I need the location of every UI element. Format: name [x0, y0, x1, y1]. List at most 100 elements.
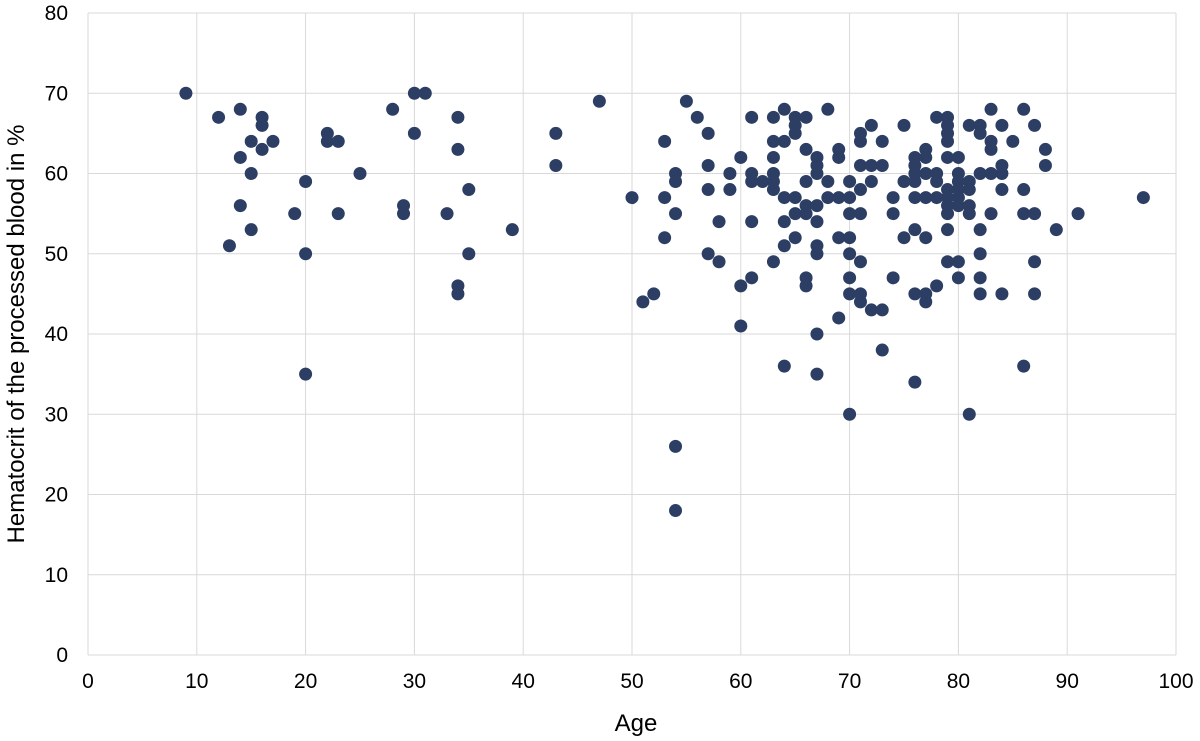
data-point: [799, 207, 813, 221]
data-point: [941, 223, 955, 237]
y-tick-label: 50: [45, 243, 68, 266]
data-point: [995, 167, 1009, 180]
data-point: [919, 150, 933, 164]
data-point: [440, 207, 454, 221]
data-point: [712, 255, 726, 269]
data-point: [777, 359, 791, 373]
y-tick-label: 40: [45, 323, 68, 346]
data-point: [843, 271, 857, 285]
data-point: [255, 142, 269, 156]
data-point: [397, 207, 411, 221]
data-point: [255, 118, 269, 132]
data-point: [212, 110, 226, 124]
data-point: [222, 239, 236, 253]
data-point: [810, 167, 824, 180]
data-point: [897, 118, 911, 132]
data-point: [919, 191, 933, 205]
data-point: [799, 175, 813, 189]
data-point: [418, 86, 432, 100]
data-point: [766, 150, 780, 164]
data-point: [299, 367, 313, 381]
data-point: [886, 207, 900, 221]
data-point: [756, 175, 770, 189]
data-point: [973, 223, 987, 237]
data-point: [723, 183, 737, 197]
y-axis-title: Hematocrit of the processed blood in %: [3, 125, 30, 544]
data-point: [962, 183, 976, 197]
data-point: [886, 191, 900, 205]
data-point: [331, 134, 345, 148]
data-point: [951, 150, 965, 164]
data-point: [973, 167, 987, 180]
x-tick-label: 0: [82, 670, 94, 693]
data-point: [962, 407, 976, 421]
data-point: [244, 134, 258, 148]
data-point: [864, 303, 878, 317]
data-point: [875, 343, 889, 357]
data-point: [723, 167, 737, 180]
data-point: [875, 303, 889, 317]
data-point: [1028, 207, 1042, 221]
data-point: [821, 175, 835, 189]
data-point: [451, 142, 465, 156]
data-point: [777, 102, 791, 116]
data-point: [766, 134, 780, 148]
data-point: [962, 207, 976, 221]
data-point: [821, 191, 835, 205]
data-point: [179, 86, 193, 100]
data-point: [941, 134, 955, 148]
data-point: [853, 295, 867, 309]
data-point: [941, 207, 955, 221]
data-point: [766, 110, 780, 124]
data-point: [712, 215, 726, 229]
data-point: [973, 271, 987, 285]
data-point: [647, 287, 661, 301]
data-point: [777, 191, 791, 205]
data-point: [407, 126, 421, 140]
data-point: [962, 118, 976, 132]
data-point: [777, 215, 791, 229]
data-point: [853, 134, 867, 148]
data-point: [864, 175, 878, 189]
x-tick-label: 100: [1158, 670, 1193, 693]
data-point: [1049, 223, 1063, 237]
data-point: [843, 207, 857, 221]
data-point: [799, 110, 813, 124]
data-point: [462, 247, 476, 261]
data-point: [766, 183, 780, 197]
data-point: [843, 175, 857, 189]
data-point: [658, 134, 672, 148]
data-point: [930, 191, 944, 205]
data-point: [995, 118, 1009, 132]
y-tick-label: 80: [45, 2, 68, 25]
data-point: [788, 126, 802, 140]
data-point: [930, 279, 944, 293]
data-point: [941, 255, 955, 269]
data-point: [799, 142, 813, 156]
data-point: [592, 94, 606, 108]
data-point: [451, 287, 465, 301]
y-tick-label: 30: [45, 403, 68, 426]
data-point: [973, 287, 987, 301]
data-point: [690, 110, 704, 124]
data-point: [984, 207, 998, 221]
data-point: [734, 150, 748, 164]
data-point: [1028, 255, 1042, 269]
x-tick-label: 50: [620, 670, 643, 693]
data-point: [864, 118, 878, 132]
data-point: [1028, 287, 1042, 301]
data-point: [984, 142, 998, 156]
data-point: [701, 158, 715, 172]
data-point: [505, 223, 519, 237]
data-point: [244, 167, 258, 180]
data-point: [1017, 102, 1031, 116]
data-point: [875, 158, 889, 172]
data-point: [1017, 183, 1031, 197]
data-point: [908, 223, 922, 237]
data-point: [843, 231, 857, 245]
data-point: [233, 150, 247, 164]
data-point: [1038, 142, 1052, 156]
data-point: [875, 134, 889, 148]
data-point: [973, 126, 987, 140]
